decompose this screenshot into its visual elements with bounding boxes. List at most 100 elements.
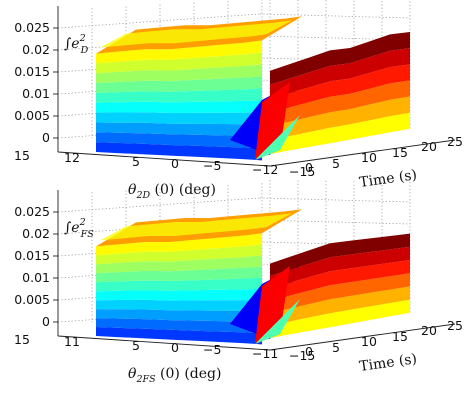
x-tick-label: −12	[252, 162, 278, 177]
y-axis-line	[269, 139, 456, 167]
x-axis-label-sub: 2FS	[135, 374, 156, 385]
x-tick-label: 12	[64, 150, 80, 165]
surface	[96, 209, 410, 345]
y-axis-label: Time (s)	[358, 167, 418, 191]
x-axis-label-rest: (0) (deg)	[156, 366, 222, 382]
surface-band-left	[96, 309, 262, 323]
z-tick-label: 0	[42, 314, 50, 329]
surface-band-left	[96, 288, 262, 301]
z-axis-label-sub: D	[80, 45, 89, 56]
axes-frame	[57, 190, 456, 351]
z-tick-label: 0.02	[22, 42, 50, 57]
y-tick-label: 20	[421, 139, 437, 154]
grid-line-z	[259, 219, 411, 225]
surface-band-left	[96, 132, 262, 149]
surface-band-left	[96, 266, 262, 283]
x-axis-label-symbol: θ	[128, 366, 137, 382]
y-axis-label: Time (s)	[358, 351, 418, 375]
z-axis-label: ∫e2 FS	[64, 217, 94, 240]
surface-band-left	[96, 40, 262, 64]
surface-band-left	[96, 255, 262, 274]
grid-line-z	[259, 35, 411, 41]
z-tick-label: 0.01	[22, 270, 50, 285]
surface-band-right	[270, 48, 410, 99]
surface-band-left	[96, 88, 262, 103]
x-tick-label: −15	[289, 164, 315, 179]
surface-band-right	[270, 286, 410, 326]
x-tick-label: −15	[289, 348, 315, 363]
x-axis-line	[57, 151, 271, 167]
z-tick-label: 0.025	[14, 204, 50, 219]
surface-band-right	[270, 233, 410, 276]
y-tick-label: 25	[447, 318, 463, 333]
x-tick-label: −5	[203, 342, 221, 357]
z-axis-label-sup: 2	[79, 217, 86, 228]
z-tick-label: 0.005	[14, 108, 50, 123]
surface-band-right	[270, 246, 410, 289]
y-tick-label: 5	[332, 340, 340, 355]
z-tick-label: 0.025	[14, 20, 50, 35]
axes-frame	[57, 6, 456, 167]
x-tick-label: 0	[171, 156, 179, 171]
surface-band-right	[270, 273, 410, 314]
y-tick-label: 10	[361, 150, 377, 165]
z-tick-label: 0.015	[14, 64, 50, 79]
x-axis-label: θ2FS (0) (deg)	[128, 366, 221, 385]
x-tick-label: 0	[171, 340, 179, 355]
surface-band-left	[96, 122, 262, 137]
surface-band-left	[96, 76, 262, 93]
z-axis-label-sub: FS	[80, 229, 95, 240]
z-axis-label-sup: 2	[79, 33, 86, 44]
y-axis-line	[269, 323, 456, 351]
x-tick-label: 11	[64, 334, 80, 349]
x-tick-label: −11	[252, 346, 278, 361]
x-tick-label: 15	[14, 148, 30, 163]
z-tick-label: 0.02	[22, 226, 50, 241]
surface-band-left	[96, 299, 262, 311]
surface-band-left	[96, 100, 262, 113]
z-tick-label: 0.005	[14, 292, 50, 307]
z-tick-label: 0	[42, 130, 50, 145]
y-tick-label: 15	[392, 329, 408, 344]
y-tick-label: 10	[361, 334, 377, 349]
x-tick-label: 5	[132, 154, 140, 169]
surface-band-left	[96, 233, 262, 256]
surface-band-left	[96, 52, 262, 74]
y-tick-label: 0	[305, 160, 313, 175]
surface-band-left	[96, 142, 262, 161]
z-axis-label: ∫e2 D	[64, 33, 89, 56]
surface-band-left	[96, 277, 262, 292]
x-tick-label: −5	[203, 158, 221, 173]
y-tick-label: 0	[305, 344, 313, 359]
surface-ramp-edge	[255, 299, 300, 344]
surface-band-left	[96, 327, 262, 345]
x-tick-label: 5	[132, 338, 140, 353]
surface-band-right	[270, 64, 410, 113]
surface-band-left	[96, 318, 262, 334]
x-tick-label: 15	[14, 332, 30, 347]
x-axis-label-rest: (0) (deg)	[150, 182, 216, 198]
z-tick-label: 0.01	[22, 86, 50, 101]
grid-line-z	[57, 197, 261, 213]
surface-band-left	[96, 64, 262, 84]
surface	[96, 16, 410, 161]
y-tick-label: 20	[421, 323, 437, 338]
surface-ramp-edge	[255, 115, 300, 160]
z-tick-label: 0.015	[14, 248, 50, 263]
surface-band-left	[96, 112, 262, 125]
y-tick-label: 5	[332, 156, 340, 171]
surface-plateau-highlight	[100, 213, 292, 241]
surface-band-right	[270, 80, 410, 127]
surface-band-right	[270, 260, 410, 301]
surface-band-left	[96, 244, 262, 265]
surface-band-right	[270, 299, 410, 338]
grid-line-z	[259, 13, 411, 19]
grid-line-z	[259, 197, 411, 203]
y-tick-label: 15	[392, 145, 408, 160]
x-axis-line	[57, 335, 271, 351]
y-tick-label: 25	[447, 134, 463, 149]
